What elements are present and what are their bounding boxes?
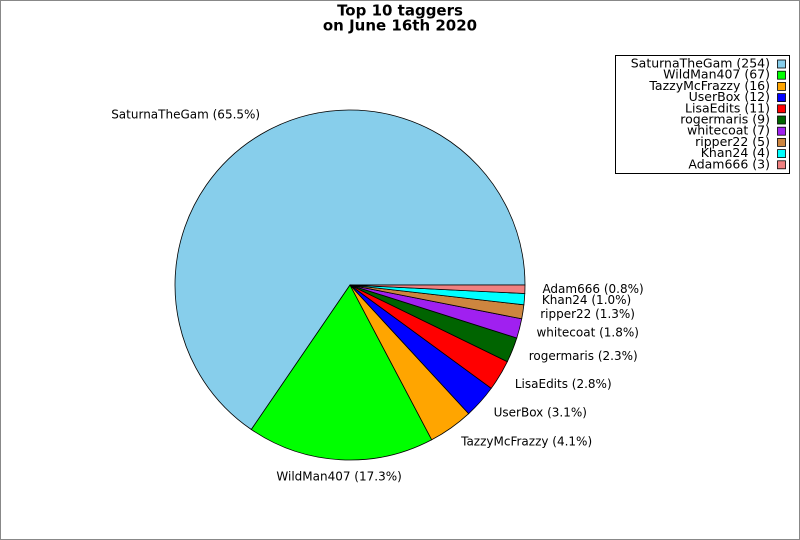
legend-swatch (777, 126, 786, 136)
legend-label: TazzyMcFrazzy (16) (648, 78, 770, 93)
legend-swatch (777, 82, 786, 91)
pie-slice (349, 284, 526, 294)
legend-swatch (777, 104, 786, 114)
slice-label: Adam666 (0.8%) (542, 282, 643, 296)
slice-label: Khan24 (1.0%) (542, 293, 631, 307)
slice-label: WildMan407 (17.3%) (276, 470, 401, 484)
legend-label: UserBox (12) (689, 89, 770, 104)
legend-label: rogermaris (9) (680, 112, 770, 127)
slice-label: SaturnaTheGam (65.5%) (111, 107, 260, 121)
legend-swatch (777, 137, 786, 147)
legend-swatch (777, 93, 786, 102)
slice-label: UserBox (3.1%) (494, 406, 587, 420)
chart-title: Top 10 taggers (337, 2, 463, 20)
slice-label: whitecoat (1.8%) (536, 325, 639, 339)
legend-label: Adam666 (3) (688, 156, 770, 171)
legend-label: Khan24 (4) (701, 145, 770, 160)
legend-label: SaturnaTheGam (254) (631, 56, 770, 71)
legend-swatch (777, 160, 786, 170)
legend-swatch (777, 70, 786, 80)
legend-label: WildMan407 (67) (663, 67, 770, 82)
legend-swatch (777, 59, 786, 69)
chart-title: on June 16th 2020 (323, 17, 477, 35)
legend-label: LisaEdits (11) (685, 100, 770, 115)
legend-label: ripper22 (5) (695, 134, 770, 149)
legend-label: whitecoat (7) (687, 123, 770, 138)
slice-label: LisaEdits (2.8%) (515, 377, 612, 391)
legend-swatch (777, 149, 786, 159)
slice-label: rogermaris (2.3%) (529, 349, 638, 363)
legend-box (615, 55, 790, 174)
pie-slice (174, 109, 526, 431)
slice-label: ripper22 (1.3%) (540, 307, 635, 321)
legend-swatch (777, 115, 786, 125)
slice-label: TazzyMcFrazzy (4.1%) (460, 435, 592, 449)
pie-slice (250, 284, 433, 461)
